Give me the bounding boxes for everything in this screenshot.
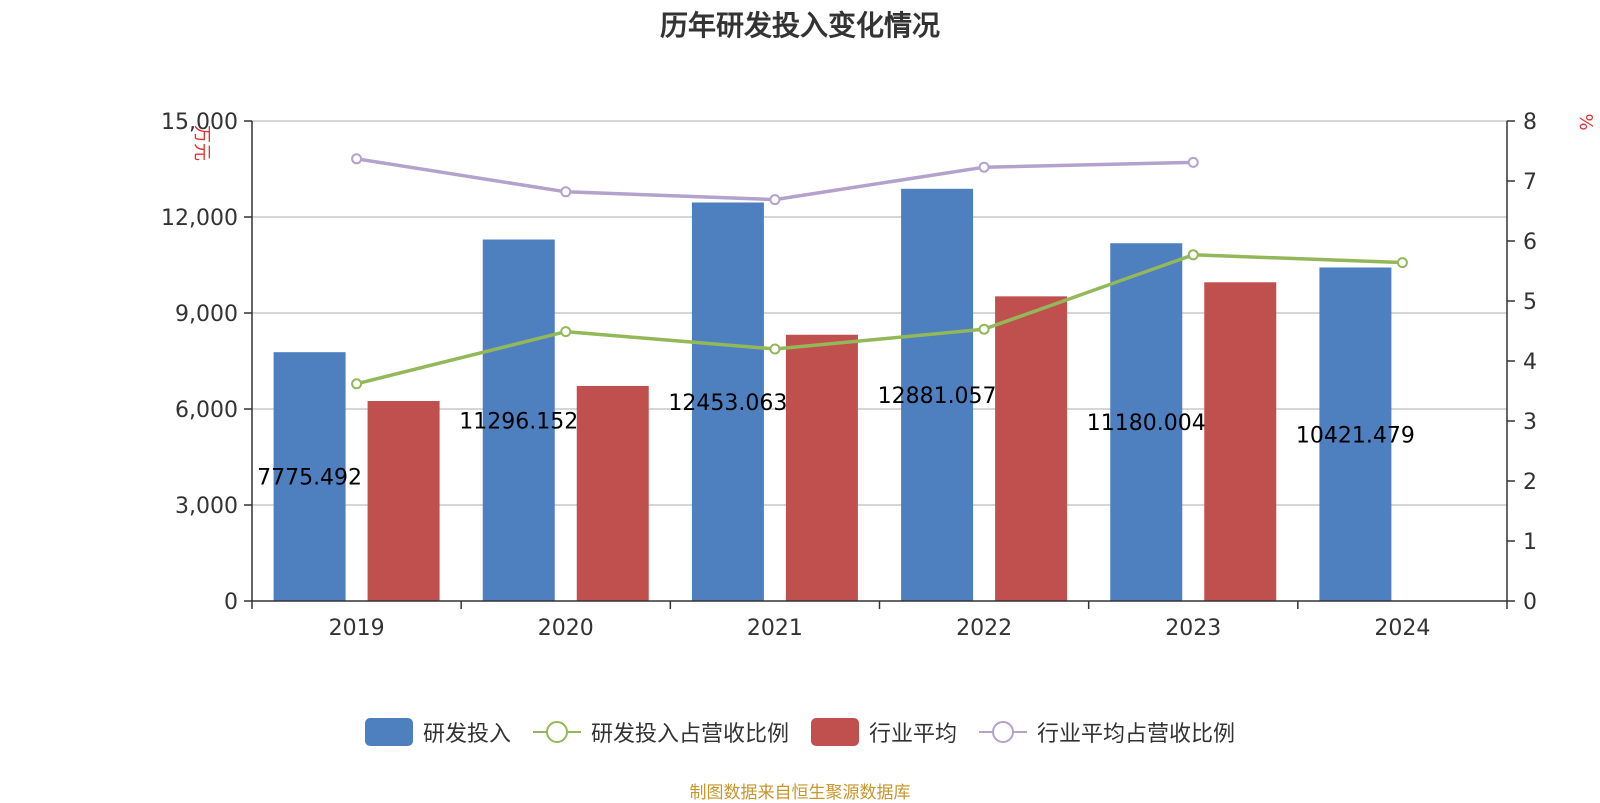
- axes: 0 3,000 6,000 9,000 12,000 15,000 0 1 2 3 4 5 6 7 8 201…: [161, 110, 1537, 641]
- point-rd-ratio: [978, 323, 990, 335]
- source-note: 制图数据来自恒生聚源数据库: [689, 783, 911, 803]
- bar-data-label: 11180.004: [1087, 411, 1206, 436]
- y-right-tick-label: 5: [1523, 290, 1537, 315]
- bar-rd-investment: [691, 202, 764, 601]
- y-left-tick-label: 12,000: [161, 206, 238, 231]
- point-rd-ratio: [560, 326, 572, 338]
- point-rd-ratio: [351, 378, 363, 390]
- bar-industry-average: [576, 385, 649, 601]
- line-rd-ratio: [356, 253, 1403, 386]
- point-industry-ratio: [351, 153, 363, 165]
- point-rd-ratio: [1396, 257, 1408, 269]
- legend-swatch-rd-ratio: [532, 718, 581, 746]
- y-right-tick-label: 7: [1523, 170, 1537, 195]
- bar-data-label: 7775.492: [257, 466, 362, 491]
- y-right-tick-label: 1: [1523, 530, 1537, 555]
- y-left-unit-label: 万元: [191, 125, 212, 161]
- point-industry-ratio: [560, 186, 572, 198]
- x-tick-label: 2024: [1374, 616, 1430, 641]
- point-rd-ratio: [769, 343, 781, 355]
- point-industry-ratio: [769, 194, 781, 206]
- y-right-tick-label: 0: [1523, 590, 1537, 615]
- line-industry-ratio: [356, 157, 1194, 202]
- legend-swatch-rd-investment: [364, 718, 413, 746]
- chart-title: 历年研发投入变化情况: [659, 9, 940, 42]
- legend-item-industry-average[interactable]: 行业平均: [811, 716, 957, 748]
- y-left-tick-label: 9,000: [175, 302, 238, 327]
- legend: 研发投入 研发投入占营收比例 行业平均 行业平均占营收比例: [0, 716, 1600, 748]
- legend-label: 研发投入: [422, 722, 511, 747]
- bar-industry-average: [785, 334, 858, 601]
- bar-data-label: 11296.152: [459, 409, 578, 434]
- bar-rd-investment: [273, 352, 346, 601]
- y-right-tick-label: 8: [1523, 110, 1537, 135]
- point-industry-ratio: [1187, 156, 1199, 168]
- bar-data-label: 12453.063: [668, 391, 787, 416]
- x-tick-label: 2021: [747, 616, 803, 641]
- x-tick-label: 2023: [1165, 616, 1221, 641]
- point-rd-ratio: [1187, 249, 1199, 261]
- legend-item-rd-ratio[interactable]: 研发投入占营收比例: [532, 716, 789, 748]
- y-right-tick-label: 3: [1523, 410, 1537, 435]
- bar-industry-average: [1204, 282, 1277, 601]
- bars: [273, 188, 1392, 601]
- y-right-tick-label: 4: [1523, 350, 1537, 375]
- legend-swatch-industry-average: [811, 718, 859, 746]
- y-left-tick-label: 15,000: [161, 110, 238, 135]
- y-right-tick-label: 2: [1523, 470, 1537, 495]
- bar-industry-average: [367, 401, 440, 601]
- bar-industry-average: [995, 296, 1068, 601]
- bar-rd-investment: [1319, 267, 1392, 601]
- legend-item-industry-ratio[interactable]: 行业平均占营收比例: [979, 716, 1235, 748]
- y-right-tick-label: 6: [1523, 230, 1537, 255]
- bar-rd-investment: [482, 239, 555, 601]
- gridlines: [252, 120, 1507, 506]
- y-left-tick-label: 3,000: [175, 494, 238, 519]
- legend-label: 行业平均: [869, 722, 958, 747]
- bar-rd-investment: [901, 188, 974, 601]
- bar-data-label: 12881.057: [878, 384, 997, 409]
- bar-data-label: 10421.479: [1296, 423, 1415, 448]
- y-left-tick-label: 6,000: [175, 398, 238, 423]
- legend-label: 研发投入占营收比例: [590, 722, 789, 747]
- data-labels: 7775.492 11296.152 12453.063 12881.057 11180…: [257, 384, 1415, 491]
- bar-rd-investment: [1110, 243, 1183, 601]
- y-right-unit-label: %: [1575, 113, 1596, 130]
- x-tick-label: 2019: [329, 616, 385, 641]
- legend-item-rd-investment[interactable]: 研发投入: [364, 716, 511, 748]
- legend-swatch-industry-ratio: [979, 718, 1028, 746]
- x-tick-label: 2020: [538, 616, 594, 641]
- legend-label: 行业平均占营收比例: [1037, 722, 1236, 747]
- y-left-tick-label: 0: [224, 590, 238, 615]
- x-tick-label: 2022: [956, 616, 1012, 641]
- point-industry-ratio: [978, 161, 990, 173]
- lines: [351, 153, 1408, 390]
